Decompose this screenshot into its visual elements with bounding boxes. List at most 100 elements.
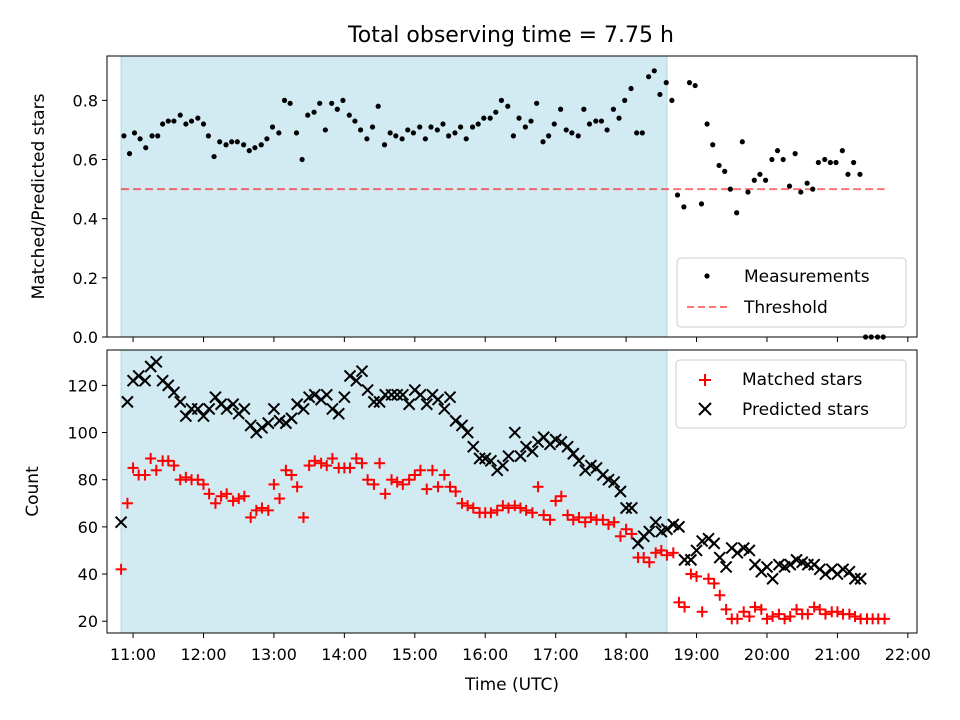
measurement-point [165, 118, 171, 124]
measurement-point [405, 127, 411, 133]
predicted-star-point [467, 440, 480, 453]
matched-star-point [121, 497, 133, 509]
matched-star-point [708, 577, 720, 589]
measurement-point [581, 106, 587, 112]
top-y-tick-label: 0.4 [73, 210, 98, 229]
x-tick-label: 18:00 [603, 645, 649, 664]
top-observing-window [120, 55, 668, 338]
measurement-point [786, 183, 793, 189]
matched-star-point [286, 469, 298, 481]
measurement-point [399, 136, 405, 142]
measurement-point [160, 121, 166, 127]
top-panel: 0.00.20.40.60.8 Matched/Predicted stars … [29, 55, 918, 347]
legend-predicted-label: Predicted stars [742, 400, 869, 420]
measurement-point [792, 151, 798, 157]
matched-star-point [714, 589, 726, 601]
matched-star-point [374, 457, 386, 469]
measurement-point [281, 97, 288, 103]
measurement-point [493, 109, 499, 115]
bottom-y-tick-label: 60 [78, 518, 98, 537]
measurement-point [352, 118, 358, 124]
predicted-star-point [508, 426, 522, 439]
matched-star-point [462, 500, 474, 512]
bottom-y-axis-label: Count [23, 466, 43, 517]
matched-star-point [421, 483, 433, 495]
measurement-point [252, 145, 258, 151]
x-tick-label: 16:00 [462, 645, 508, 664]
matched-star-point [150, 464, 162, 476]
measurement-point [137, 136, 143, 142]
matched-star-point [233, 493, 245, 505]
legend-threshold-label: Threshold [743, 298, 828, 318]
predicted-star-point [191, 402, 205, 416]
predicted-star-point [297, 402, 310, 416]
measurement-point [651, 68, 657, 74]
matched-star-point [245, 511, 257, 523]
measurement-point [616, 115, 622, 121]
measurement-point [287, 100, 293, 106]
predicted-star-point [262, 416, 275, 430]
predicted-star-point [338, 390, 351, 404]
measurement-point [639, 130, 645, 136]
matched-star-point [444, 481, 456, 493]
predicted-star-point [719, 560, 733, 574]
measurement-point [857, 171, 863, 177]
measurement-point [234, 139, 240, 145]
predicted-star-point [267, 402, 281, 416]
measurement-point [722, 168, 728, 174]
measurement-point [305, 112, 311, 118]
x-tick-label: 13:00 [251, 645, 297, 664]
predicted-star-point [162, 379, 175, 392]
matched-star-point [614, 530, 626, 542]
matched-star-point [638, 552, 650, 564]
measurement-point [195, 115, 201, 121]
bottom-y-tick-label: 100 [67, 424, 98, 443]
predicted-star-point [355, 365, 369, 378]
measurement-point [369, 124, 376, 130]
measurement-point [815, 159, 821, 166]
predicted-star-point [449, 414, 462, 427]
matched-star-point [298, 511, 310, 523]
matched-star-point [379, 488, 391, 500]
measurement-point [598, 118, 605, 124]
predicted-star-point [390, 388, 404, 402]
matched-star-point [579, 516, 591, 528]
measurement-point [387, 130, 393, 136]
measurement-point [622, 97, 628, 103]
matched-star-point [192, 474, 204, 486]
matched-star-point [497, 500, 509, 512]
bottom-plot-frame [106, 349, 918, 634]
measurement-point [516, 115, 522, 121]
measurement-point [551, 121, 557, 127]
matched-star-point [696, 606, 708, 618]
matched-star-point [256, 502, 268, 514]
predicted-star-point [150, 355, 163, 368]
matched-star-point [362, 474, 374, 486]
bottom-y-tick-label: 40 [78, 565, 98, 584]
measurement-point [417, 124, 423, 130]
matched-star-point [162, 455, 174, 467]
predicted-star-point [760, 560, 774, 574]
predicted-star-point [743, 544, 756, 557]
predicted-star-point [132, 369, 145, 383]
measurement-point [375, 103, 381, 109]
matched-star-point [386, 474, 398, 486]
measurement-point [798, 189, 804, 195]
matched-star-point [585, 511, 597, 523]
measurement-point [276, 130, 282, 136]
x-tick-label: 19:00 [673, 645, 719, 664]
predicted-star-point [519, 440, 533, 453]
matched-star-point [438, 469, 450, 481]
matched-star-point [538, 509, 550, 521]
matched-star-point [773, 608, 785, 620]
predicted-star-point [114, 515, 128, 529]
measurement-point [171, 118, 177, 124]
matched-star-point [679, 601, 691, 613]
matched-star-point [831, 606, 843, 618]
matched-star-point [303, 460, 315, 472]
predicted-star-point [707, 537, 721, 550]
predicted-star-point [138, 374, 152, 387]
measurement-point [833, 159, 839, 166]
matched-star-point [291, 481, 303, 493]
